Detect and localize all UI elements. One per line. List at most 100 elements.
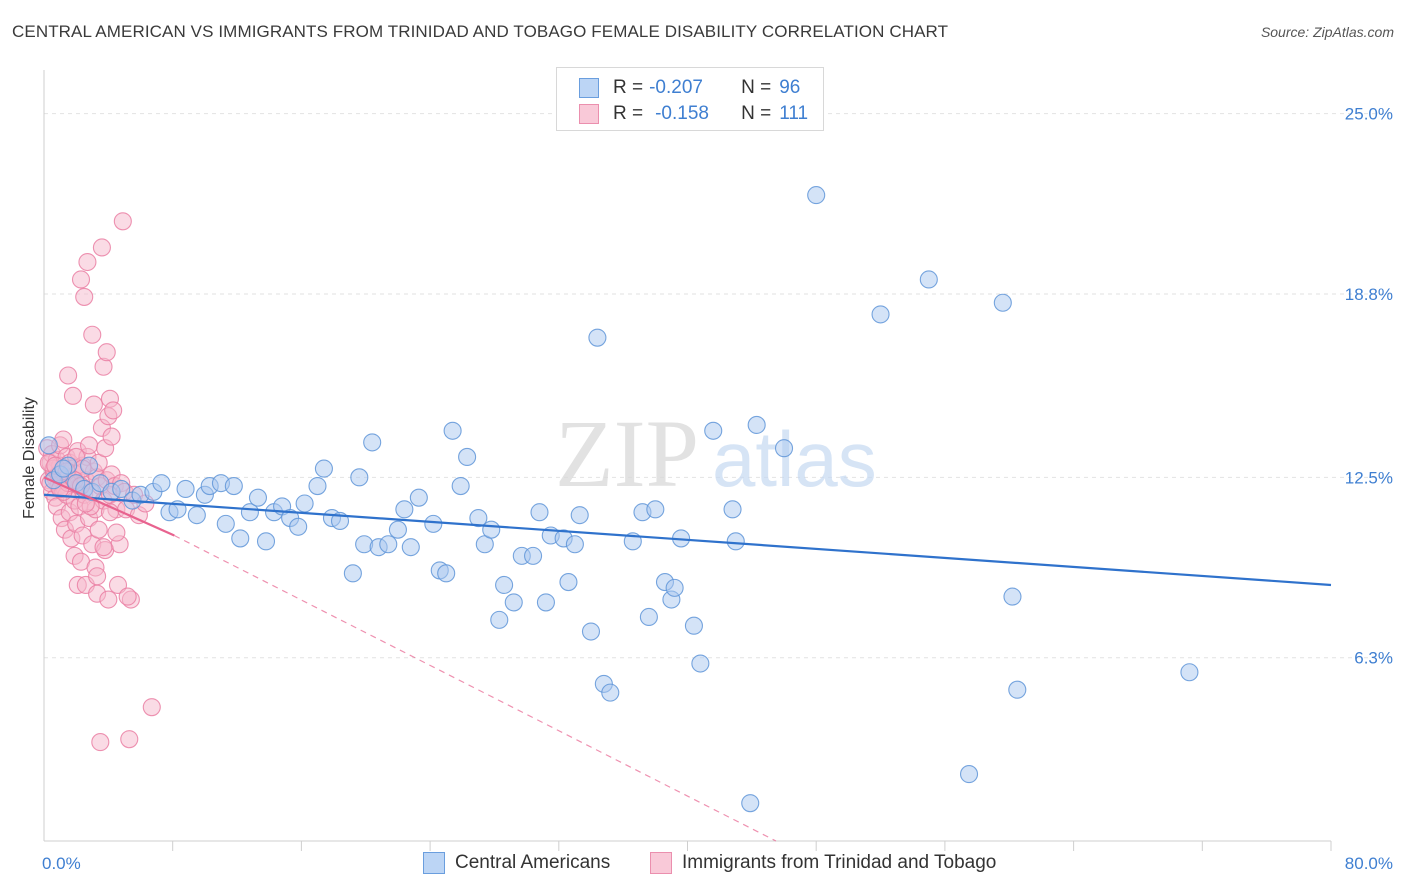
central-american-point (504, 593, 523, 612)
central-american-point (437, 564, 456, 583)
trinidad-point (118, 587, 137, 606)
trinidad-point (63, 386, 83, 405)
central-american-trend-line (43, 493, 1332, 587)
central-american-point (231, 529, 250, 548)
central-american-point (1180, 663, 1199, 682)
central-american-point (224, 476, 243, 496)
legend-n-label: N = (741, 103, 772, 124)
trinidad-point (99, 590, 118, 609)
trinidad-trend-extension (174, 534, 777, 842)
trinidad-point (91, 733, 110, 752)
central-american-point (176, 479, 195, 499)
tick-labels: 6.3% 12.5% 18.8% 25.0% 0.0% 80.0% (42, 105, 1393, 873)
central-american-point (314, 459, 333, 478)
trinidad-point (88, 567, 107, 586)
legend-item-label: Central Americans (455, 852, 611, 873)
series-legend: Central Americans Immigrants from Trinid… (0, 852, 1406, 878)
central-american-point (112, 479, 131, 499)
central-american-point (559, 573, 578, 592)
central-american-point (248, 488, 268, 507)
trend-lines (43, 476, 1332, 842)
trinidad-point (78, 252, 97, 272)
trinidad-point (59, 366, 78, 385)
central-american-point (959, 765, 979, 784)
central-american-point (723, 500, 742, 519)
trinidad-point (94, 538, 113, 557)
central-american-point (524, 546, 543, 565)
watermark: ZIP atlas (555, 400, 877, 507)
central-american-point (379, 535, 398, 554)
legend-item-label: Immigrants from Trinidad and Tobago (682, 852, 997, 873)
trinidad-point (92, 238, 111, 257)
y-axis-label: Female Disability (21, 397, 38, 519)
central-american-point (774, 439, 794, 458)
central-american-point (216, 514, 235, 533)
central-american-point (646, 500, 665, 519)
legend-n-value: 96 (779, 77, 801, 98)
trinidad-point (113, 212, 132, 231)
central-american-point (152, 474, 171, 493)
central-american-point (443, 421, 462, 440)
central-american-point (919, 270, 938, 289)
central-american-point (530, 503, 549, 522)
central-american-point (565, 535, 584, 554)
central-american-point (458, 447, 477, 467)
legend-swatch-pink (650, 852, 672, 874)
trinidad-point (107, 523, 126, 542)
central-american-point (424, 514, 443, 533)
trinidad-point (83, 325, 102, 344)
central-american-point (1003, 587, 1022, 606)
trinidad-point (75, 287, 94, 306)
central-american-point (39, 436, 58, 455)
central-american-point (726, 532, 745, 551)
trinidad-point (108, 575, 128, 595)
central-american-point (490, 610, 509, 629)
trinidad-point (97, 343, 116, 362)
central-american-point (256, 532, 276, 551)
y-tick-label: 6.3% (1354, 649, 1393, 668)
central-american-point (871, 305, 890, 324)
trinidad-point (89, 520, 108, 539)
legend-r-value: -0.158 (655, 103, 709, 124)
y-tick-label: 25.0% (1345, 105, 1393, 124)
trinidad-point (104, 401, 123, 420)
chart-title: CENTRAL AMERICAN VS IMMIGRANTS FROM TRIN… (12, 22, 949, 41)
trinidad-trend-line (43, 476, 175, 537)
central-american-point (409, 488, 428, 507)
central-american-point (601, 683, 620, 702)
central-american-point (482, 520, 501, 539)
legend-item-central-americans: Central Americans (423, 852, 610, 874)
central-american-point (308, 476, 327, 496)
y-tick-label: 18.8% (1345, 285, 1393, 304)
central-american-point (350, 468, 369, 487)
central-american-point (395, 500, 414, 519)
central-american-point (588, 328, 607, 347)
watermark-atlas: atlas (712, 415, 877, 503)
legend-item-trinidad: Immigrants from Trinidad and Tobago (650, 852, 996, 874)
central-american-point (747, 415, 766, 435)
trinidad-point (84, 395, 103, 414)
central-american-point (469, 509, 488, 528)
source-credit: Source: ZipAtlas.com (1260, 24, 1394, 40)
central-american-point (79, 456, 99, 475)
central-american-point (289, 517, 308, 536)
legend-n-label: N = (741, 77, 772, 98)
legend-swatch-blue (423, 852, 445, 874)
central-american-point (54, 459, 73, 478)
legend-row-trinidad: R = -0.158 N = 111 (579, 102, 808, 126)
legend-swatch-pink (579, 104, 599, 124)
central-american-point (570, 506, 589, 525)
legend-r-value: -0.207 (649, 77, 703, 98)
central-american-point (1008, 680, 1027, 699)
central-american-point (993, 293, 1012, 312)
legend-r-label: R = (613, 103, 644, 124)
trinidad-point (71, 270, 91, 289)
central-american-point (807, 186, 826, 205)
central-american-point (495, 575, 514, 595)
central-american-point (639, 607, 658, 627)
central-american-point (451, 476, 470, 496)
legend-swatch-blue (579, 78, 599, 98)
x-tick-label: 80.0% (1345, 854, 1393, 873)
central-american-point (388, 520, 407, 539)
